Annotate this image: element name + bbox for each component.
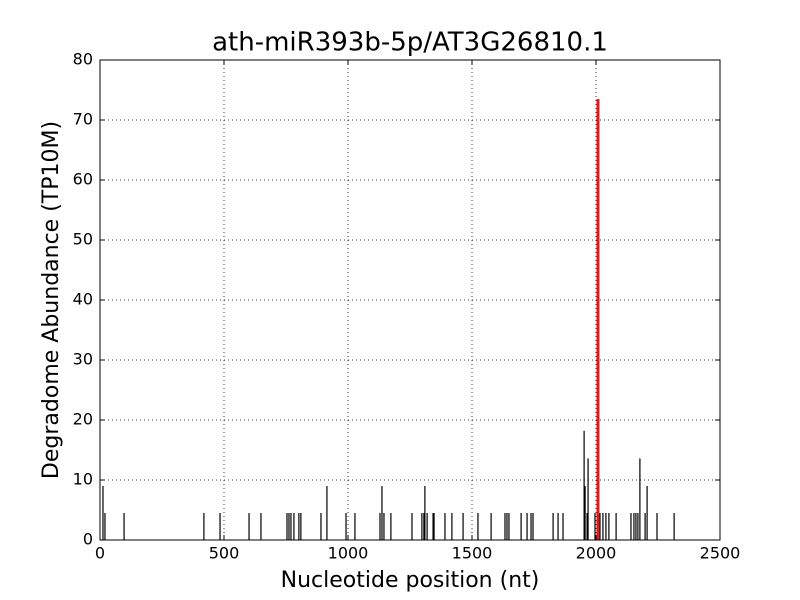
- plot-frame: [99, 59, 721, 541]
- x-tick-label: 2500: [700, 544, 741, 563]
- y-tick-label: 60: [73, 170, 93, 189]
- y-tick-label: 50: [73, 230, 93, 249]
- y-tick-label: 20: [73, 410, 93, 429]
- x-tick-label: 2000: [576, 544, 617, 563]
- x-tick-label: 500: [209, 544, 240, 563]
- y-tick-label: 80: [73, 50, 93, 69]
- y-tick-label: 0: [83, 530, 93, 549]
- x-tick-label: 0: [95, 544, 105, 563]
- y-tick-label: 40: [73, 290, 93, 309]
- x-axis-label: Nucleotide position (nt): [281, 568, 540, 593]
- x-tick-label: 1000: [328, 544, 369, 563]
- y-tick-label: 30: [73, 350, 93, 369]
- y-tick-label: 10: [73, 470, 93, 489]
- y-tick-label: 70: [73, 110, 93, 129]
- chart-title: ath-miR393b-5p/AT3G26810.1: [212, 28, 608, 58]
- y-axis-label: Degradome Abundance (TP10M): [39, 121, 64, 479]
- x-tick-label: 1500: [452, 544, 493, 563]
